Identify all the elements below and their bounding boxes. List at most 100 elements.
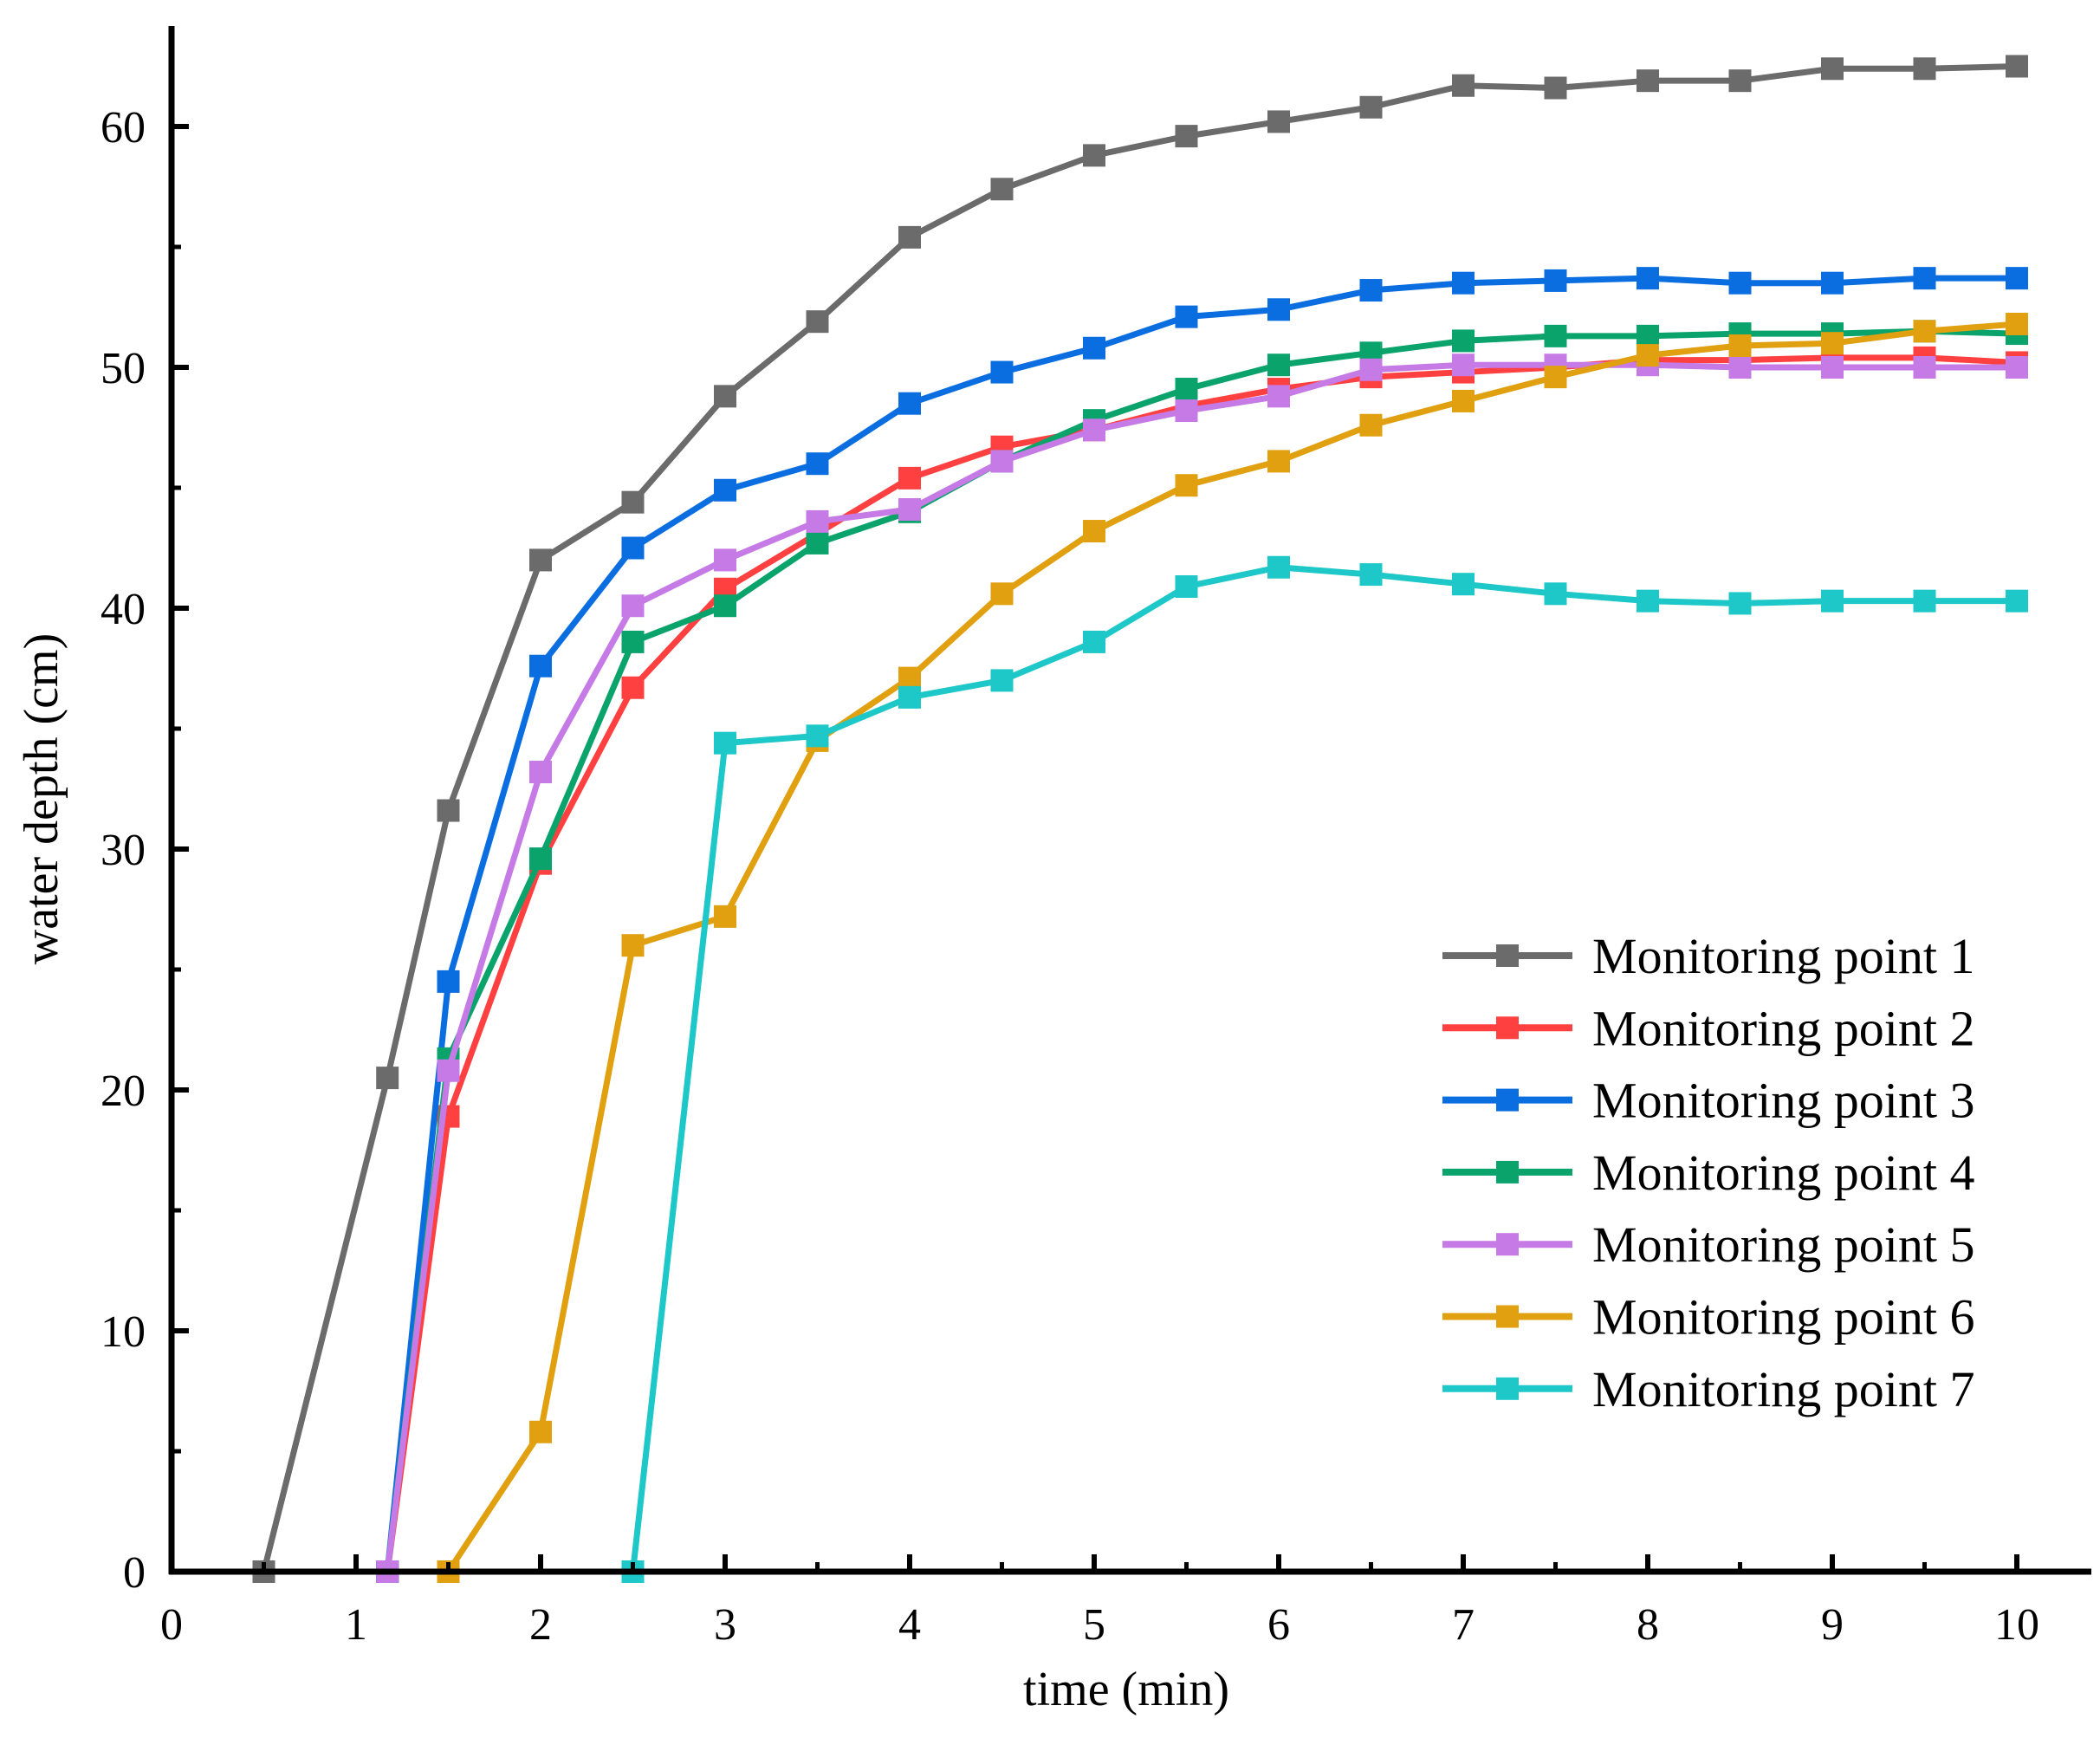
data-point [898,392,921,415]
x-tick-label: 7 [1452,1600,1475,1650]
series-3 [376,267,2028,1583]
data-point [1452,353,1475,377]
data-point [806,452,829,476]
data-point [2006,356,2028,379]
data-point [529,761,552,784]
data-point [1175,399,1198,423]
data-point [1359,279,1383,302]
data-point [1637,589,1659,613]
data-point [1544,269,1567,292]
series-line [445,321,2020,1575]
y-tick-label: 40 [100,585,146,634]
data-point [1267,385,1290,408]
data-point [1175,378,1198,401]
x-tick-label: 5 [1083,1600,1105,1650]
x-tick-label: 2 [529,1600,552,1650]
data-point [376,1067,399,1090]
series-5 [376,353,2028,1583]
data-point [1267,555,1290,579]
data-point [806,310,829,334]
y-tick-label: 60 [100,103,146,152]
data-point [1821,589,1844,613]
legend-label: Monitoring point 6 [1592,1289,1974,1346]
data-point [714,478,736,502]
data-point [714,905,736,928]
legend-item: Monitoring point 5 [1442,1216,1974,1273]
x-tick-label: 3 [714,1600,736,1650]
data-point [1544,324,1567,347]
data-point [1083,144,1105,167]
data-point [714,594,736,618]
x-axis-title: time (min) [1023,1663,1229,1716]
data-point [1452,329,1475,353]
data-point [1175,305,1198,328]
series-layer [252,55,2028,1583]
data-point [1913,267,1936,290]
data-point [1637,267,1659,290]
data-point [990,360,1014,384]
data-point [1267,450,1290,473]
data-point [1728,69,1752,93]
data-point [1728,334,1752,357]
series-6 [437,312,2028,1583]
legend-item: Monitoring point 1 [1442,928,1974,984]
data-point [2006,312,2028,335]
data-point [529,654,552,678]
data-point [990,178,1014,201]
data-point [714,385,736,408]
data-point [1083,336,1105,360]
data-point [621,676,645,699]
data-point [437,970,460,993]
data-point [529,847,552,871]
data-point [1359,413,1383,437]
data-point [1821,57,1844,81]
data-point [621,934,645,957]
data-point [1452,271,1475,295]
data-point [2006,55,2028,78]
data-point [1267,353,1290,377]
y-tick-label: 0 [123,1548,146,1598]
data-point [1267,298,1290,321]
data-point [1175,574,1198,598]
data-point [1083,520,1105,543]
y-axis-title: water depth (cm) [15,633,68,964]
y-tick-label: 30 [100,826,146,875]
legend-label: Monitoring point 7 [1592,1361,1974,1417]
data-point [1821,271,1844,295]
data-point [1359,563,1383,587]
legend-marker [1496,1088,1519,1112]
y-tick-label: 50 [100,344,146,393]
legend-marker [1496,1305,1519,1328]
data-point [714,548,736,572]
data-point [1637,324,1659,347]
series-line [261,63,2020,1575]
legend-item: Monitoring point 6 [1442,1289,1974,1346]
data-point [621,630,645,653]
data-point [806,724,829,748]
x-tick-label: 0 [160,1600,183,1650]
legend-label: Monitoring point 4 [1592,1145,1974,1201]
data-point [1913,57,1936,81]
data-point [1083,630,1105,653]
data-point [990,669,1014,692]
data-point [1359,358,1383,381]
data-point [1821,332,1844,355]
data-point [1175,474,1198,497]
data-point [714,731,736,755]
data-point [1267,110,1290,133]
data-point [898,466,921,490]
data-point [1452,74,1475,97]
data-point [529,548,552,572]
data-point [437,799,460,822]
data-point [1913,356,1936,379]
legend-marker [1496,1160,1519,1184]
legend-marker [1496,944,1519,967]
data-point [1728,271,1752,295]
data-point [1544,366,1567,389]
data-point [529,1420,552,1443]
legend: Monitoring point 1 Monitoring point 2 Moni… [1442,928,1974,1417]
series-line [630,564,2020,1575]
x-tick-label: 9 [1821,1600,1844,1650]
data-point [2006,589,2028,613]
